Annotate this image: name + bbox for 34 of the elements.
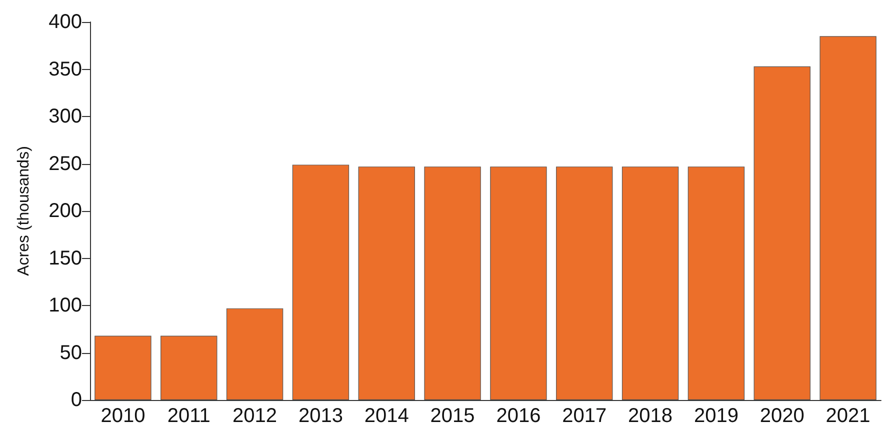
- bar: [688, 166, 745, 400]
- x-tick-label: 2017: [562, 405, 607, 427]
- x-tick-label: 2011: [167, 405, 210, 427]
- x-tick-label: 2012: [232, 405, 278, 427]
- x-tick-label: 2015: [430, 405, 475, 427]
- x-tick-label: 2018: [628, 405, 673, 427]
- x-tick-label: 2010: [100, 405, 146, 427]
- y-tick-label: 150: [48, 247, 82, 270]
- y-tick-label: 350: [48, 58, 82, 80]
- bar: [94, 336, 152, 400]
- bar: [820, 36, 876, 400]
- bar: [622, 166, 679, 400]
- x-tick-label: 2019: [694, 405, 738, 427]
- bar: [754, 66, 810, 400]
- x-tick-label: 2016: [496, 405, 541, 427]
- x-tick-label: 2021: [826, 405, 870, 427]
- x-tick-label: 2014: [364, 405, 409, 427]
- y-tick-label: 250: [48, 152, 82, 175]
- y-tick-label: 50: [60, 342, 82, 364]
- bar: [556, 166, 613, 400]
- y-tick-label: 200: [48, 200, 82, 222]
- y-tick-label: 0: [70, 389, 82, 411]
- x-tick-label: 2013: [298, 405, 343, 427]
- y-tick-label: 400: [48, 11, 82, 33]
- bar: [160, 336, 218, 400]
- bar: [292, 164, 350, 400]
- bar: [424, 166, 481, 400]
- y-tick-label: 300: [48, 106, 82, 128]
- bar: [490, 166, 547, 400]
- x-tick-label: 2020: [760, 405, 804, 427]
- bar: [226, 308, 284, 400]
- y-axis-title: Acres (thousands): [16, 146, 32, 276]
- bar: [358, 166, 415, 400]
- y-tick-label: 100: [48, 294, 82, 316]
